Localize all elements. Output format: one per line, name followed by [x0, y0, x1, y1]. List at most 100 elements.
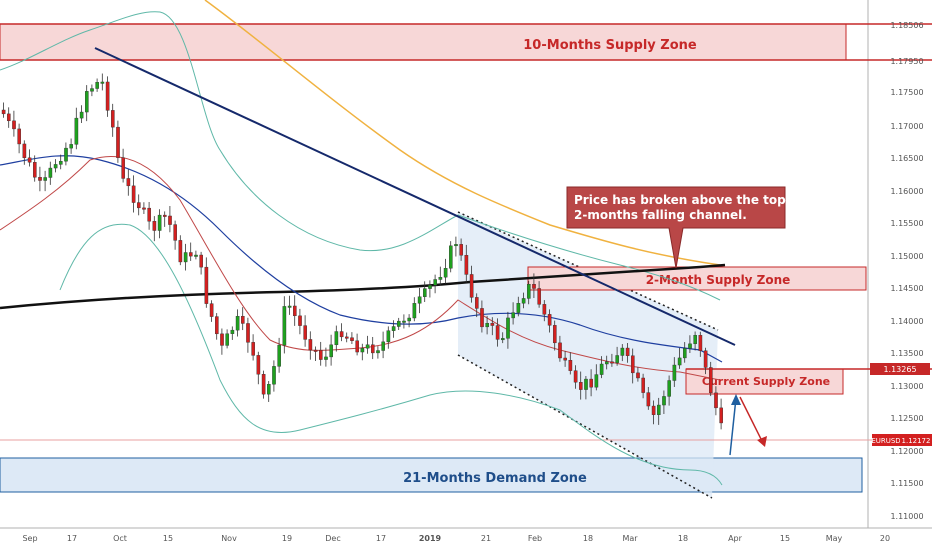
candle-body: [709, 367, 713, 394]
symbol-tag: [872, 434, 900, 446]
candle-body: [662, 396, 666, 406]
y-tick: 1.13000: [890, 382, 923, 391]
y-tick-highlight: 1.13265: [883, 365, 916, 374]
demand-zone-21m-label: 21-Months Demand Zone: [403, 471, 587, 486]
candle-body: [443, 268, 448, 278]
candle-body: [651, 405, 656, 415]
candle-body: [22, 143, 27, 159]
x-tick: 15: [780, 534, 790, 543]
candle-body: [402, 320, 406, 323]
candle-body: [1, 109, 6, 115]
candle-body: [558, 342, 562, 359]
candle-body: [157, 214, 162, 231]
candle-body: [173, 224, 178, 241]
y-tick: 1.16500: [890, 154, 923, 163]
candle-body: [423, 288, 427, 297]
y-tick: 1.13500: [890, 349, 923, 358]
candle-body: [293, 305, 297, 317]
candle-body: [59, 160, 63, 165]
candle-body: [589, 378, 593, 388]
sma-200: [204, 0, 721, 266]
candle-body: [605, 361, 609, 365]
candle-body: [495, 325, 500, 340]
candle-body: [683, 348, 687, 359]
current-price-tag: [900, 434, 932, 446]
candle-body: [142, 207, 146, 210]
channel-bottom-line: [457, 354, 713, 499]
candle-body: [631, 355, 635, 374]
candle-body: [397, 320, 401, 327]
candle-body: [43, 177, 47, 181]
candle-body: [454, 244, 458, 247]
up-arrow-head: [731, 394, 741, 405]
candle-body: [625, 347, 630, 356]
candle-body: [334, 331, 339, 346]
candle-body: [350, 337, 354, 341]
candle-body: [381, 341, 386, 351]
down-arrow-line: [739, 396, 764, 444]
price-axis: 1.18506 1.17950 1.17500 1.17000 1.16500 …: [870, 21, 930, 521]
candle-body: [568, 360, 573, 371]
y-tick: 1.11000: [890, 512, 923, 521]
candle-body: [584, 378, 588, 390]
candle-body: [251, 342, 256, 356]
candle-body: [147, 207, 152, 222]
candle-body: [12, 120, 16, 130]
candle-body: [48, 167, 53, 178]
candle-body: [79, 111, 84, 119]
candle-body: [100, 81, 105, 84]
candle-body: [521, 298, 526, 304]
y-tick: 1.14500: [890, 284, 923, 293]
candle-body: [480, 308, 484, 328]
annotation-line-2: 2-months falling channel.: [574, 208, 747, 222]
candle-body: [162, 214, 167, 217]
bollinger-lower: [59, 223, 723, 486]
x-tick: 21: [481, 534, 491, 543]
y-tick: 1.16000: [890, 187, 923, 196]
current-price-label: 1.12172: [902, 437, 931, 445]
candle-body: [183, 252, 188, 263]
candle-body: [33, 162, 37, 178]
price-tag-bg: [870, 363, 930, 375]
candle-body: [235, 315, 240, 331]
sma-mid: [0, 155, 723, 363]
y-tick: 1.15500: [890, 219, 923, 228]
candle-body: [298, 315, 302, 326]
annotation-line-1: Price has broken above the top of a: [574, 193, 816, 207]
time-axis: Sep 17 Oct 15 Nov 19 Dec 17 2019 21 Feb …: [22, 534, 890, 543]
x-tick: 18: [678, 534, 688, 543]
candle-body: [693, 335, 697, 345]
candle-body: [485, 323, 490, 328]
down-arrow-head: [757, 436, 767, 447]
candle-body: [449, 245, 453, 269]
candle-body: [698, 335, 703, 351]
candle-body: [475, 297, 479, 309]
y-tick: 1.12000: [890, 447, 923, 456]
candle-body: [225, 333, 230, 346]
candle-body: [204, 266, 209, 304]
candle-body: [386, 330, 391, 343]
candle-body: [532, 284, 536, 289]
candle-body: [272, 366, 276, 385]
candle-body: [636, 372, 640, 379]
x-tick-year: 2019: [419, 534, 442, 543]
y-tick: 1.17000: [890, 122, 923, 131]
candle-body: [194, 254, 198, 257]
candle-body: [371, 344, 375, 354]
candle-body: [516, 303, 521, 313]
candle-body: [527, 284, 531, 299]
y-tick: 1.12500: [890, 414, 923, 423]
descending-trendline: [94, 47, 736, 346]
candle-body: [214, 316, 219, 335]
candle-body: [579, 382, 583, 390]
candle-body: [287, 305, 292, 308]
x-tick: 18: [583, 534, 593, 543]
bollinger-upper: [0, 11, 721, 301]
candle-body: [303, 325, 308, 340]
candle-body: [417, 296, 422, 304]
candle-body: [376, 350, 380, 354]
candle-body: [641, 377, 645, 393]
candle-body: [136, 202, 141, 209]
x-tick: Feb: [528, 534, 542, 543]
